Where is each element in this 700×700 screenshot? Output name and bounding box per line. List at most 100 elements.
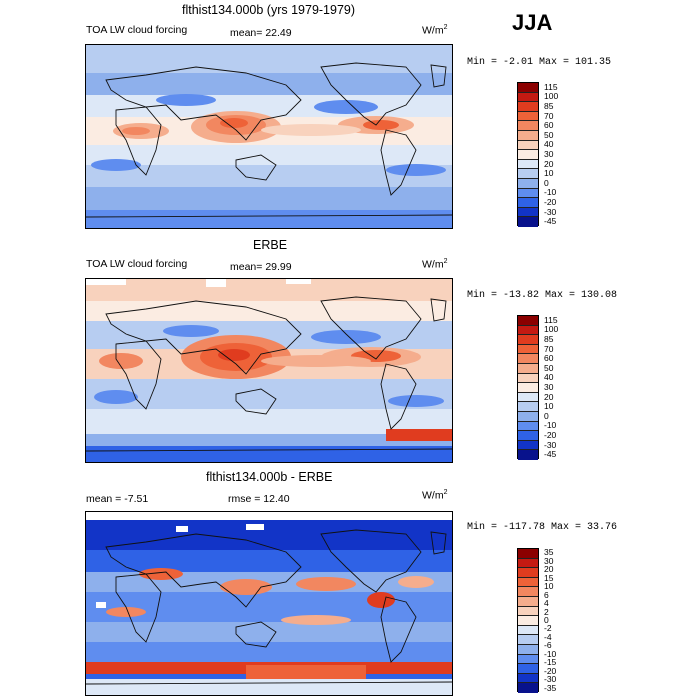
colorbar-tick-label: 10 — [544, 401, 554, 412]
colorbar-swatch — [518, 664, 538, 674]
colorbar-swatch — [518, 596, 538, 607]
colorbar-tick-label: 0 — [544, 615, 549, 625]
colorbar-swatch — [518, 673, 538, 684]
panel-1-units: W/m2 — [422, 24, 448, 37]
colorbar-tick-label: -10 — [544, 420, 557, 431]
colorbar-tick-label: -35 — [544, 682, 557, 693]
colorbar-swatch — [518, 568, 538, 578]
panel-1-mean: mean= 22.49 — [230, 27, 292, 39]
colorbar-swatch — [518, 325, 538, 336]
panel-3-rmse: rmse = 12.40 — [228, 493, 290, 505]
colorbar-tick-label: 115 — [544, 314, 558, 325]
colorbar-swatch — [518, 654, 538, 665]
colorbar-swatch — [518, 625, 538, 636]
colorbar-swatch — [518, 363, 538, 374]
colorbar-swatch — [518, 316, 538, 326]
season-label: JJA — [512, 10, 553, 35]
colorbar-swatch — [518, 83, 538, 93]
colorbar-tick-label: 10 — [544, 168, 554, 179]
colorbar-swatch — [518, 577, 538, 588]
colorbar-tick-label: 0 — [544, 410, 549, 421]
panel-3-title: flthist134.000b - ERBE — [206, 470, 333, 484]
colorbar-tick-label: -4 — [544, 631, 552, 642]
colorbar-tick-label: 85 — [544, 101, 554, 111]
colorbar-swatch — [518, 92, 538, 103]
colorbar-swatch — [518, 402, 538, 412]
colorbar-tick-label: 50 — [544, 362, 554, 373]
colorbar-swatch — [518, 207, 538, 218]
colorbar-tick-label: -45 — [544, 449, 557, 460]
colorbar-swatch — [518, 616, 538, 626]
panel-2-colorbar — [517, 315, 539, 460]
colorbar-swatch — [518, 431, 538, 441]
colorbar-tick-label: -45 — [544, 216, 557, 227]
colorbar-tick-label: 100 — [544, 324, 559, 335]
colorbar-swatch — [518, 606, 538, 617]
panel-3-map-svg — [86, 512, 452, 695]
colorbar-tick-label: 15 — [544, 572, 554, 583]
colorbar-swatch — [518, 150, 538, 160]
panel-3-colorbar — [517, 548, 539, 693]
colorbar-tick-label: -30 — [544, 674, 557, 685]
colorbar-swatch — [518, 335, 538, 345]
colorbar-tick-label: 30 — [544, 149, 554, 159]
colorbar-tick-label: 30 — [544, 555, 554, 566]
colorbar-swatch — [518, 111, 538, 122]
colorbar-swatch — [518, 558, 538, 569]
colorbar-swatch — [518, 635, 538, 645]
panel-2-minmax: Min = -13.82 Max = 130.08 — [467, 290, 618, 301]
colorbar-tick-label: 35 — [544, 547, 554, 558]
colorbar-tick-label: 60 — [544, 353, 554, 364]
colorbar-tick-label: 85 — [544, 334, 554, 344]
panel-2-title: ERBE — [253, 238, 288, 252]
colorbar-swatch — [518, 354, 538, 364]
panel-3-minmax: Min = -117.78 Max = 33.76 — [467, 522, 618, 533]
colorbar-tick-label: -30 — [544, 206, 557, 217]
colorbar-tick-label: 70 — [544, 343, 554, 354]
colorbar-tick-label: -20 — [544, 665, 557, 676]
colorbar-swatch — [518, 373, 538, 384]
panel-2-field-label: TOA LW cloud forcing — [86, 258, 188, 270]
panel-2-map-svg — [86, 279, 452, 462]
colorbar-swatch — [518, 159, 538, 170]
panel-1-colorbar — [517, 82, 539, 227]
panel-1-map-svg — [86, 45, 452, 228]
colorbar-tick-label: 40 — [544, 372, 554, 383]
colorbar-tick-label: 40 — [544, 139, 554, 150]
colorbar-tick-label: -30 — [544, 439, 557, 450]
colorbar-tick-label: 30 — [544, 382, 554, 392]
panel-2-units: W/m2 — [422, 258, 448, 271]
colorbar-tick-label: 0 — [544, 177, 549, 188]
panel-2-map — [85, 278, 453, 463]
colorbar-tick-label: -6 — [544, 640, 552, 651]
colorbar-swatch — [518, 549, 538, 559]
colorbar-tick-label: 10 — [544, 581, 554, 592]
panel-1-field-label: TOA LW cloud forcing — [86, 24, 188, 36]
panel-3-map — [85, 511, 453, 696]
colorbar-swatch — [518, 644, 538, 655]
colorbar-tick-label: -20 — [544, 197, 557, 207]
colorbar-tick-label: 50 — [544, 129, 554, 140]
colorbar-tick-label: 60 — [544, 120, 554, 131]
colorbar-swatch — [518, 188, 538, 199]
colorbar-swatch — [518, 411, 538, 422]
panel-1-title: flthist134.000b (yrs 1979-1979) — [182, 3, 356, 17]
colorbar-swatch — [518, 121, 538, 131]
colorbar-tick-label: 20 — [544, 158, 554, 169]
colorbar-swatch — [518, 102, 538, 112]
colorbar-tick-label: 70 — [544, 110, 554, 121]
panel-1-minmax: Min = -2.01 Max = 101.35 — [467, 57, 612, 68]
colorbar-tick-label: -10 — [544, 187, 557, 198]
colorbar-tick-label: -20 — [544, 430, 557, 440]
colorbar-swatch — [518, 392, 538, 403]
colorbar-tick-label: 4 — [544, 598, 549, 609]
colorbar-tick-label: -10 — [544, 648, 557, 659]
colorbar-tick-label: 6 — [544, 589, 549, 600]
colorbar-swatch — [518, 421, 538, 432]
colorbar-swatch — [518, 169, 538, 179]
colorbar-swatch — [518, 344, 538, 355]
colorbar-tick-label: 100 — [544, 91, 559, 102]
colorbar-swatch — [518, 683, 538, 693]
colorbar-swatch — [518, 450, 538, 460]
colorbar-swatch — [518, 587, 538, 597]
